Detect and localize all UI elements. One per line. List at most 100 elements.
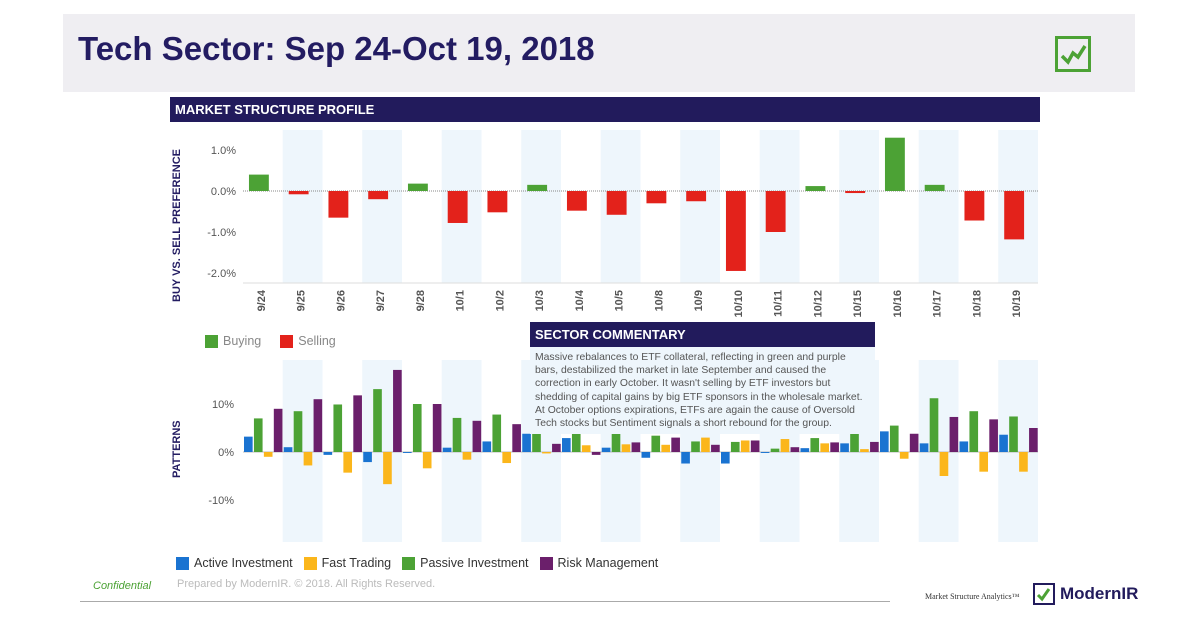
bar-active-investment (363, 452, 372, 463)
bar-passive-investment (770, 448, 780, 452)
bar (924, 184, 945, 191)
bar-risk-management (909, 433, 919, 452)
bar-passive-investment (810, 438, 820, 452)
bar-active-investment (283, 447, 293, 452)
column-band (839, 130, 879, 283)
bar-active-investment (442, 447, 452, 452)
x-tick-label: 10/19 (1011, 290, 1023, 318)
bar-fast-trading (263, 452, 273, 457)
legend-risk: Risk Management (557, 556, 659, 570)
bar-active-investment (959, 441, 969, 452)
bar-active-investment (562, 438, 571, 452)
bar (487, 191, 508, 213)
bar (686, 191, 707, 202)
bar-active-investment (681, 452, 690, 464)
bar-passive-investment (373, 389, 382, 452)
x-tick-label: 10/4 (574, 289, 586, 311)
x-tick-label: 9/26 (335, 290, 347, 311)
column-band (680, 130, 720, 283)
bar-passive-investment (452, 417, 462, 452)
bar-fast-trading (661, 444, 671, 452)
market-structure-profile-title: MARKET STRUCTURE PROFILE (170, 97, 1040, 122)
bar-active-investment (244, 436, 253, 452)
bar (805, 186, 826, 191)
header-band: Tech Sector: Sep 24-Oct 19, 2018 (63, 14, 1135, 92)
bar-risk-management (790, 447, 800, 452)
bar-risk-management (512, 424, 521, 452)
bar-passive-investment (293, 411, 303, 452)
sector-commentary: SECTOR COMMENTARY Massive rebalances to … (530, 322, 875, 435)
modernir-logo: ModernIR (1033, 583, 1138, 605)
bar-risk-management (273, 408, 283, 452)
bar-active-investment (760, 452, 770, 453)
y-tick-label: 10% (212, 399, 234, 411)
bar (964, 191, 985, 221)
bar (765, 191, 786, 232)
commentary-title: SECTOR COMMENTARY (530, 322, 875, 347)
x-tick-label: 10/18 (971, 290, 983, 318)
x-tick-label: 10/10 (733, 290, 745, 318)
column-band (282, 130, 323, 283)
bar-active-investment (880, 431, 889, 452)
bar (606, 191, 627, 215)
column-band (918, 130, 959, 283)
bar (288, 191, 309, 195)
risk-swatch (539, 556, 553, 570)
bar-fast-trading (979, 452, 989, 472)
bar (368, 191, 389, 200)
bar-risk-management (631, 442, 641, 452)
top-legend: Buying Selling (205, 334, 336, 348)
bar-fast-trading (542, 452, 551, 454)
bar-active-investment (999, 434, 1008, 452)
bar-active-investment (800, 448, 810, 452)
x-tick-label: 9/28 (415, 290, 427, 311)
bar-risk-management (353, 395, 362, 452)
bar-risk-management (750, 440, 760, 452)
y-tick-label: 0% (218, 447, 234, 459)
bar (447, 191, 468, 223)
y-tick-label: -10% (208, 495, 234, 507)
bar-passive-investment (1009, 416, 1018, 452)
legend-active: Active Investment (194, 556, 293, 570)
column-band (362, 130, 402, 283)
bar-risk-management (432, 404, 442, 452)
bar-risk-management (591, 452, 601, 455)
bar (328, 191, 349, 218)
bar-passive-investment (333, 404, 343, 452)
y-tick-label: -1.0% (207, 227, 236, 239)
bar (527, 184, 548, 191)
bar-fast-trading (820, 443, 830, 452)
bar-active-investment (721, 452, 730, 464)
y-tick-label: -2.0% (207, 268, 236, 280)
bar-fast-trading (383, 452, 392, 485)
x-tick-label: 9/24 (256, 289, 268, 311)
bar-active-investment (482, 441, 492, 452)
buying-swatch (205, 334, 218, 348)
x-tick-label: 10/12 (812, 290, 824, 318)
selling-swatch (280, 334, 294, 348)
x-tick-label: 9/25 (296, 290, 308, 311)
bar-active-investment (919, 443, 929, 452)
bar-passive-investment (412, 404, 422, 452)
bar-fast-trading (343, 452, 353, 473)
legend-selling: Selling (298, 334, 336, 348)
page-title: Tech Sector: Sep 24-Oct 19, 2018 (78, 30, 595, 67)
bar-passive-investment (651, 435, 661, 452)
legend-buying: Buying (223, 334, 262, 348)
active-swatch (176, 556, 189, 570)
legend-passive: Passive Investment (420, 556, 529, 570)
bottom-chart-ylabel: PATTERNS (171, 420, 183, 478)
bar-risk-management (472, 420, 482, 452)
commentary-text: Massive rebalances to ETF collateral, re… (530, 347, 875, 435)
x-tick-label: 10/5 (614, 290, 626, 311)
logo-check-icon (1033, 583, 1055, 605)
bar-risk-management (711, 444, 720, 452)
logo-text: ModernIR (1060, 584, 1139, 603)
bar-fast-trading (740, 440, 750, 452)
confidential-label: Confidential (93, 580, 152, 592)
x-tick-label: 10/2 (494, 290, 506, 311)
bar-passive-investment (889, 425, 899, 452)
bar-fast-trading (462, 452, 472, 460)
x-tick-label: 10/15 (852, 290, 864, 318)
check-chart-icon (1055, 36, 1091, 72)
